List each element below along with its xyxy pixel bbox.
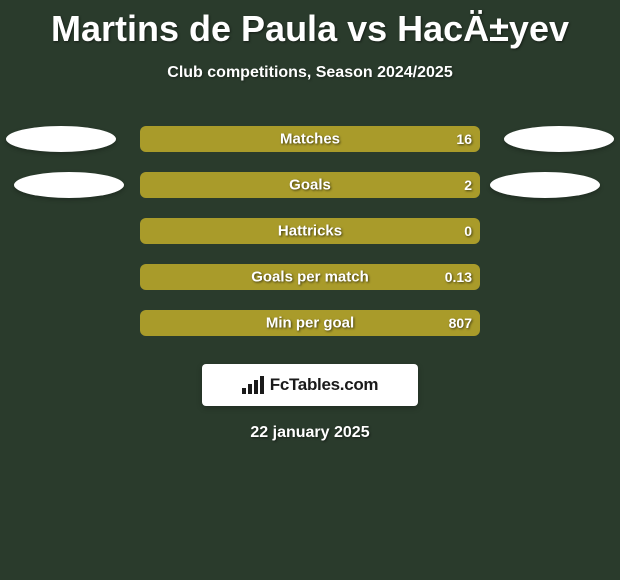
footer-date: 22 january 2025 xyxy=(0,424,620,442)
stat-row: Matches 16 xyxy=(0,116,620,162)
stat-label: Min per goal xyxy=(266,315,354,332)
stat-value-right: 0 xyxy=(464,223,472,239)
stat-bar: Goals per match 0.13 xyxy=(140,264,480,290)
stat-value-right: 0.13 xyxy=(445,269,472,285)
player-ellipse-right xyxy=(490,172,600,198)
stat-value-right: 807 xyxy=(449,315,472,331)
stat-bar: Goals 2 xyxy=(140,172,480,198)
player-ellipse-left xyxy=(6,126,116,152)
stat-row: Goals per match 0.13 xyxy=(0,254,620,300)
stat-label: Goals per match xyxy=(251,269,369,286)
stat-bar: Hattricks 0 xyxy=(140,218,480,244)
brand-logo[interactable]: FcTables.com xyxy=(202,364,418,406)
stat-row: Min per goal 807 xyxy=(0,300,620,346)
stat-bar: Matches 16 xyxy=(140,126,480,152)
stats-container: Matches 16 Goals 2 Hattricks 0 Goals per match… xyxy=(0,116,620,346)
player-ellipse-right xyxy=(504,126,614,152)
stat-row: Hattricks 0 xyxy=(0,208,620,254)
stat-label: Goals xyxy=(289,177,331,194)
player-ellipse-left xyxy=(14,172,124,198)
stat-value-right: 2 xyxy=(464,177,472,193)
brand-text: FcTables.com xyxy=(270,375,379,395)
subtitle: Club competitions, Season 2024/2025 xyxy=(0,64,620,82)
stat-label: Hattricks xyxy=(278,223,342,240)
stat-label: Matches xyxy=(280,131,340,148)
stat-row: Goals 2 xyxy=(0,162,620,208)
stat-value-right: 16 xyxy=(456,131,472,147)
page-title: Martins de Paula vs HacÄ±yev xyxy=(0,0,620,50)
bar-chart-icon xyxy=(242,376,264,394)
stat-bar: Min per goal 807 xyxy=(140,310,480,336)
